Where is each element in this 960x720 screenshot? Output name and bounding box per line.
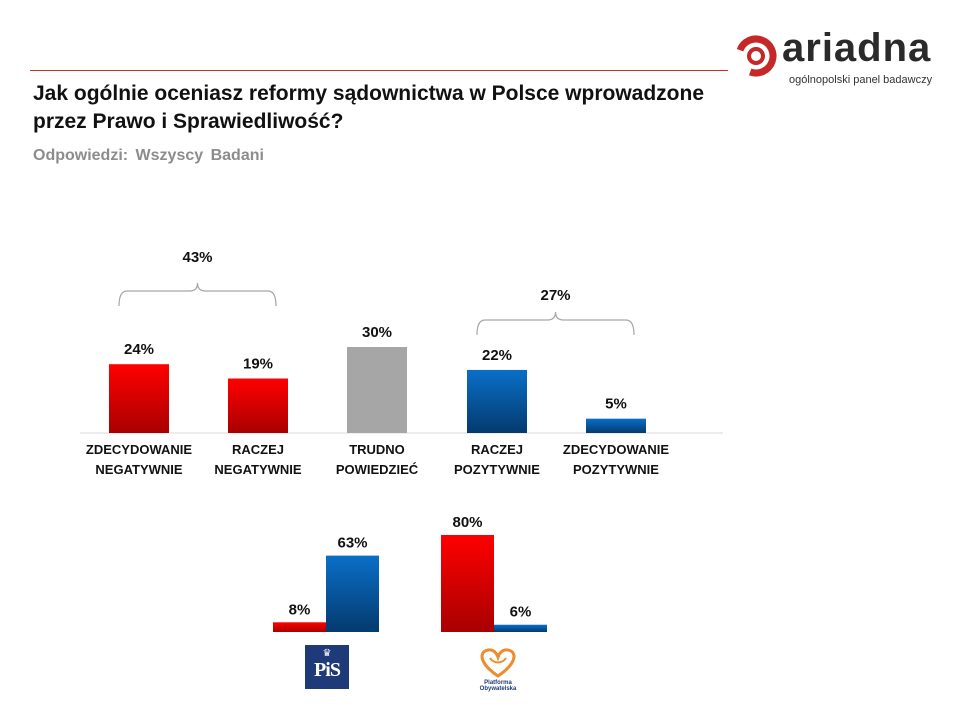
category-label-2-1: POWIEDZIEĆ <box>336 462 419 477</box>
bar-value-label-4: 5% <box>605 396 627 413</box>
logo-tagline: ogólnopolski panel badawczy <box>789 74 933 86</box>
total-bracket-0 <box>118 282 277 307</box>
bar-value-label-3: 22% <box>482 347 512 364</box>
category-label-1-1: NEGATYWNIE <box>214 462 301 477</box>
bar-value-label-0: 24% <box>124 341 154 358</box>
header-rule <box>30 70 728 71</box>
party-bar-value-1-1: 6% <box>510 604 532 621</box>
category-label-2-0: TRUDNO <box>349 442 405 457</box>
party-bar-0-1 <box>326 555 379 632</box>
party-bar-1-0 <box>441 535 494 632</box>
page-subtitle: Odpowiedzi: Wszyscy Badani <box>33 147 264 164</box>
category-label-0-0: ZDECYDOWANIE <box>86 442 193 457</box>
bar-value-label-1: 19% <box>243 356 273 373</box>
bar-3 <box>467 369 527 433</box>
pis-logo-text: PiS <box>314 659 341 681</box>
party-bar-1-1 <box>494 624 547 632</box>
ariadna-logo: ariadna ogólnopolski panel badawczy <box>734 26 949 92</box>
party-bar-value-0-0: 8% <box>289 601 311 618</box>
bar-0 <box>109 364 169 433</box>
pis-logo: ♛ PiS <box>305 645 349 689</box>
total-label-0: 43% <box>182 249 212 266</box>
category-label-3-1: POZYTYWNIE <box>454 462 540 477</box>
po-heart-icon <box>480 648 516 678</box>
po-logo: Platforma Obywatelska <box>470 644 526 694</box>
bar-4 <box>586 418 646 433</box>
party-bar-0-0 <box>273 622 326 632</box>
category-label-1-0: RACZEJ <box>232 442 284 457</box>
category-label-4-1: POZYTYWNIE <box>573 462 659 477</box>
category-label-4-0: ZDECYDOWANIE <box>563 442 670 457</box>
page-title: Jak ogólnie oceniasz reformy sądownictwa… <box>33 82 705 133</box>
bar-1 <box>228 378 288 433</box>
party-bar-value-1-0: 80% <box>452 514 482 531</box>
bar-2 <box>347 347 407 433</box>
logo-wordmark: ariadna <box>782 26 932 70</box>
bar-value-label-2: 30% <box>362 324 392 341</box>
party-bar-value-0-1: 63% <box>337 535 367 552</box>
crown-icon: ♛ <box>322 648 332 659</box>
total-bracket-1 <box>476 311 635 336</box>
category-label-0-1: NEGATYWNIE <box>95 462 182 477</box>
ariadna-logo-icon <box>735 35 777 77</box>
total-label-1: 27% <box>540 287 570 304</box>
category-label-3-0: RACZEJ <box>471 442 523 457</box>
po-logo-text: Platforma Obywatelska <box>479 680 517 692</box>
